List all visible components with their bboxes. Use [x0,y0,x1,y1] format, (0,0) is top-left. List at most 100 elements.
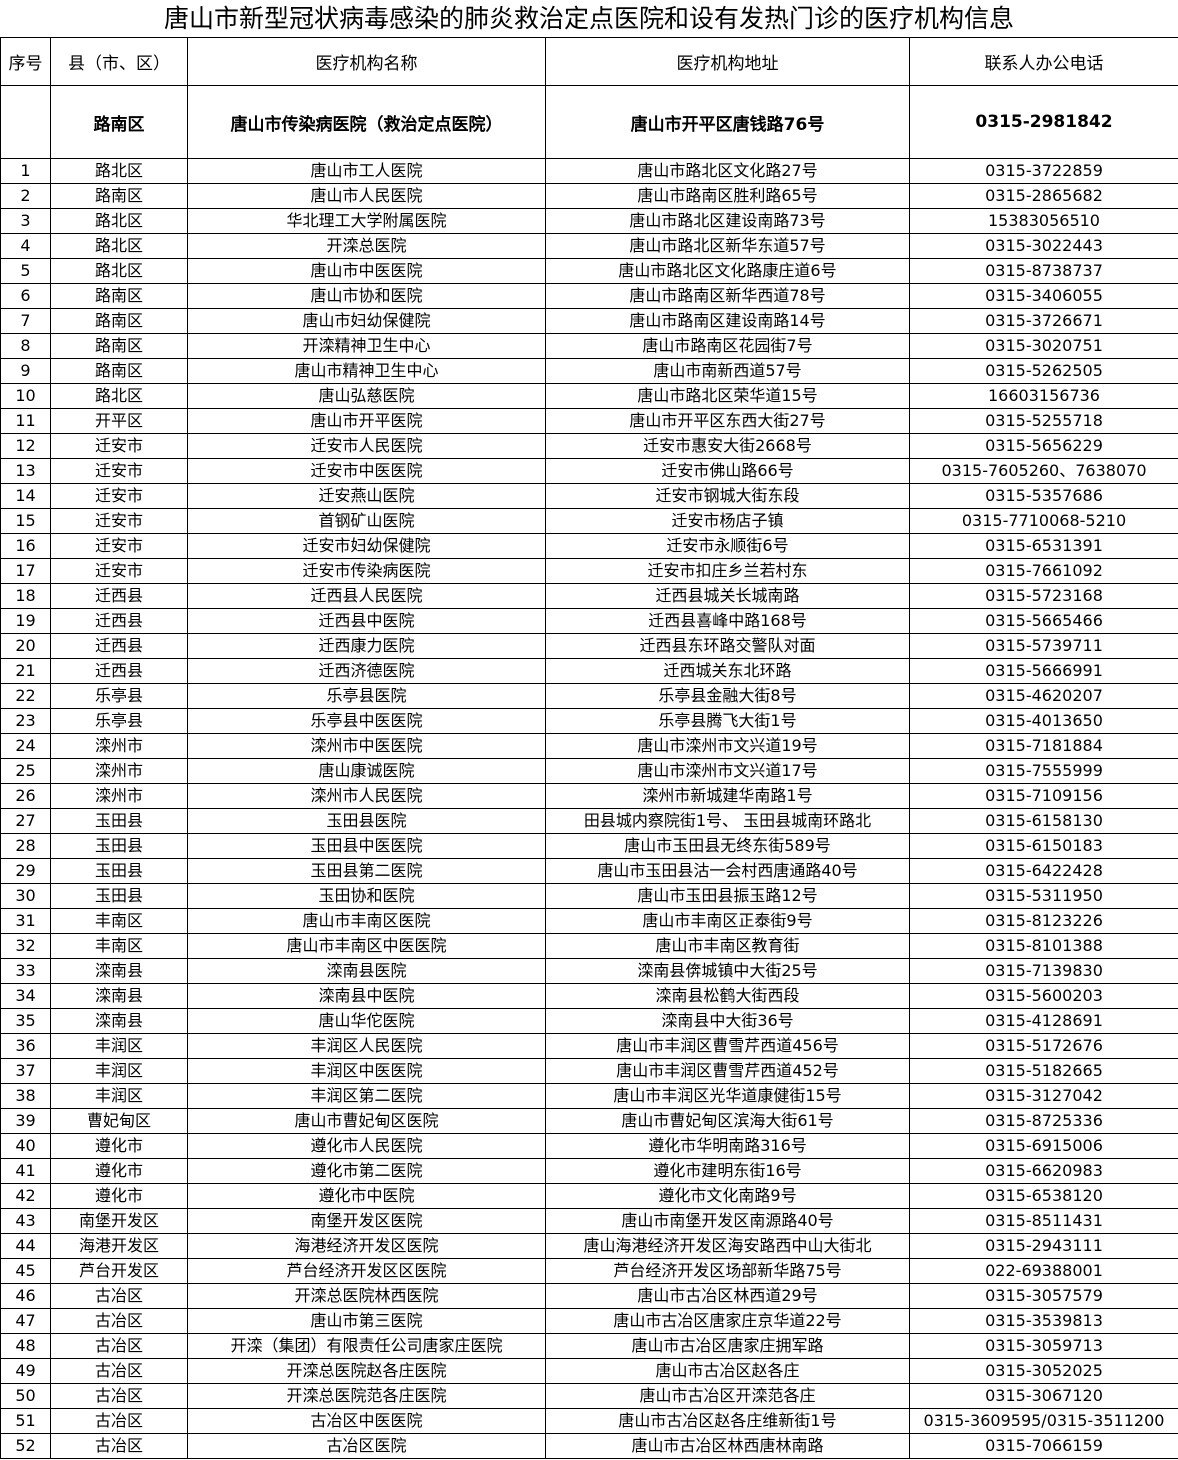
table-row: 2 路南区 唐山市人民医院 唐山市路南区胜利路65号 0315-2865682 [0,183,1178,209]
cell-district: 滦南县 [50,1008,188,1034]
cell-address: 滦州市新城建华南路1号 [545,783,910,809]
cell-phone: 0315-7555999 [909,758,1178,784]
cell-name: 迁安市中医医院 [187,458,546,484]
cell-district: 迁安市 [50,533,188,559]
cell-name: 古冶区中医医院 [187,1408,546,1434]
cell-index: 40 [0,1133,51,1159]
header-phone: 联系人办公电话 [909,37,1178,86]
cell-address: 唐山市玉田县无终东街589号 [545,833,910,859]
cell-name: 迁安市妇幼保健院 [187,533,546,559]
cell-phone: 0315-7661092 [909,558,1178,584]
table-row: 45 芦台开发区 芦台经济开发区区医院 芦台经济开发区场部新华路75号 022-6938… [0,1258,1178,1284]
table-row: 9 路南区 唐山市精神卫生中心 唐山市南新西道57号 0315-5262505 [0,358,1178,384]
cell-address: 迁西城关东北环路 [545,658,910,684]
cell-index: 10 [0,383,51,409]
cell-address: 唐山市路南区胜利路65号 [545,183,910,209]
cell-district: 古冶区 [50,1308,188,1334]
table-row: 31 丰南区 唐山市丰南区医院 唐山市丰南区正泰街9号 0315-8123226 [0,908,1178,934]
cell-name: 唐山市工人医院 [187,158,546,184]
cell-name: 唐山弘慈医院 [187,383,546,409]
cell-phone: 0315-8123226 [909,908,1178,934]
cell-index: 28 [0,833,51,859]
cell-phone: 0315-5182665 [909,1058,1178,1084]
table-row: 47 古冶区 唐山市第三医院 唐山市古冶区唐家庄京华道22号 0315-3539813 [0,1308,1178,1334]
cell-district: 路南区 [50,85,188,159]
cell-phone: 0315-5262505 [909,358,1178,384]
cell-index: 30 [0,883,51,909]
table-row: 23 乐亭县 乐亭县中医医院 乐亭县腾飞大街1号 0315-4013650 [0,708,1178,734]
cell-district: 古冶区 [50,1383,188,1409]
cell-name: 南堡开发区医院 [187,1208,546,1234]
cell-phone: 0315-3059713 [909,1333,1178,1359]
cell-phone: 0315-5172676 [909,1033,1178,1059]
cell-address: 田县城内察院街1号、 玉田县城南环路北 [545,808,910,834]
cell-phone: 0315-5665466 [909,608,1178,634]
table-row: 22 乐亭县 乐亭县医院 乐亭县金融大街8号 0315-4620207 [0,683,1178,709]
cell-district: 滦州市 [50,758,188,784]
table-row: 52 古冶区 古冶区医院 唐山市古冶区林西唐林南路 0315-7066159 [0,1433,1178,1459]
cell-name: 迁西康力医院 [187,633,546,659]
cell-phone: 0315-4013650 [909,708,1178,734]
header-name: 医疗机构名称 [187,37,546,86]
cell-index: 21 [0,658,51,684]
cell-address: 唐山市古冶区林西唐林南路 [545,1433,910,1459]
cell-address: 迁西县东环路交警队对面 [545,633,910,659]
cell-district: 迁西县 [50,608,188,634]
table-row: 18 迁西县 迁西县人民医院 迁西县城关长城南路 0315-5723168 [0,583,1178,609]
table-row: 25 滦州市 唐山康诚医院 唐山市滦州市文兴道17号 0315-7555999 [0,758,1178,784]
cell-index: 24 [0,733,51,759]
cell-name: 首钢矿山医院 [187,508,546,534]
cell-index: 46 [0,1283,51,1309]
cell-address: 唐山市路北区建设南路73号 [545,208,910,234]
cell-phone: 0315-7109156 [909,783,1178,809]
table-row: 3 路北区 华北理工大学附属医院 唐山市路北区建设南路73号 15383056510 [0,208,1178,234]
table-row: 20 迁西县 迁西康力医院 迁西县东环路交警队对面 0315-5739711 [0,633,1178,659]
cell-address: 唐山海港经济开发区海安路西中山大街北 [545,1233,910,1259]
header-address: 医疗机构地址 [545,37,910,86]
table-row: 6 路南区 唐山市协和医院 唐山市路南区新华西道78号 0315-3406055 [0,283,1178,309]
cell-index: 35 [0,1008,51,1034]
cell-index [0,85,51,159]
document-title: 唐山市新型冠状病毒感染的肺炎救治定点医院和设有发热门诊的医疗机构信息 [163,4,1014,33]
cell-address: 唐山市丰润区曹雪芹西道452号 [545,1058,910,1084]
cell-address: 唐山市路北区文化路康庄道6号 [545,258,910,284]
cell-index: 36 [0,1033,51,1059]
cell-phone: 022-69388001 [909,1258,1178,1284]
cell-index: 32 [0,933,51,959]
table-row: 24 滦州市 滦州市中医医院 唐山市滦州市文兴道19号 0315-7181884 [0,733,1178,759]
cell-district: 丰润区 [50,1033,188,1059]
cell-name: 芦台经济开发区区医院 [187,1258,546,1284]
cell-name: 丰润区第二医院 [187,1083,546,1109]
cell-name: 古冶区医院 [187,1433,546,1459]
cell-phone: 0315-3609595/0315-3511200 [909,1408,1178,1434]
table-row: 17 迁安市 迁安市传染病医院 迁安市扣庄乡兰若村东 0315-7661092 [0,558,1178,584]
table-row: 38 丰润区 丰润区第二医院 唐山市丰润区光华道康健街15号 0315-3127042 [0,1083,1178,1109]
table-row: 32 丰南区 唐山市丰南区中医医院 唐山市丰南区教育街 0315-8101388 [0,933,1178,959]
cell-name: 唐山市中医医院 [187,258,546,284]
cell-phone: 0315-7181884 [909,733,1178,759]
cell-district: 海港开发区 [50,1233,188,1259]
cell-index: 11 [0,408,51,434]
cell-phone: 0315-7066159 [909,1433,1178,1459]
cell-district: 路南区 [50,283,188,309]
cell-index: 2 [0,183,51,209]
cell-address: 迁安市惠安大街2668号 [545,433,910,459]
cell-district: 路北区 [50,233,188,259]
cell-index: 49 [0,1358,51,1384]
cell-phone: 0315-3022443 [909,233,1178,259]
table-row: 27 玉田县 玉田县医院 田县城内察院街1号、 玉田县城南环路北 0315-615813… [0,808,1178,834]
table-row: 1 路北区 唐山市工人医院 唐山市路北区文化路27号 0315-3722859 [0,158,1178,184]
cell-index: 12 [0,433,51,459]
table-row: 34 滦南县 滦南县中医院 滦南县松鹤大街西段 0315-5600203 [0,983,1178,1009]
cell-address: 迁安市杨店子镇 [545,508,910,534]
header-row: 序号 县（市、区） 医疗机构名称 医疗机构地址 联系人办公电话 [0,37,1178,86]
table-row: 36 丰润区 丰润区人民医院 唐山市丰润区曹雪芹西道456号 0315-5172676 [0,1033,1178,1059]
table-row: 10 路北区 唐山弘慈医院 唐山市路北区荣华道15号 16603156736 [0,383,1178,409]
cell-phone: 0315-2981842 [909,85,1178,159]
cell-phone: 0315-3722859 [909,158,1178,184]
cell-district: 迁安市 [50,433,188,459]
cell-index: 15 [0,508,51,534]
table-row: 37 丰润区 丰润区中医医院 唐山市丰润区曹雪芹西道452号 0315-5182665 [0,1058,1178,1084]
cell-phone: 0315-4620207 [909,683,1178,709]
cell-name: 唐山市协和医院 [187,283,546,309]
